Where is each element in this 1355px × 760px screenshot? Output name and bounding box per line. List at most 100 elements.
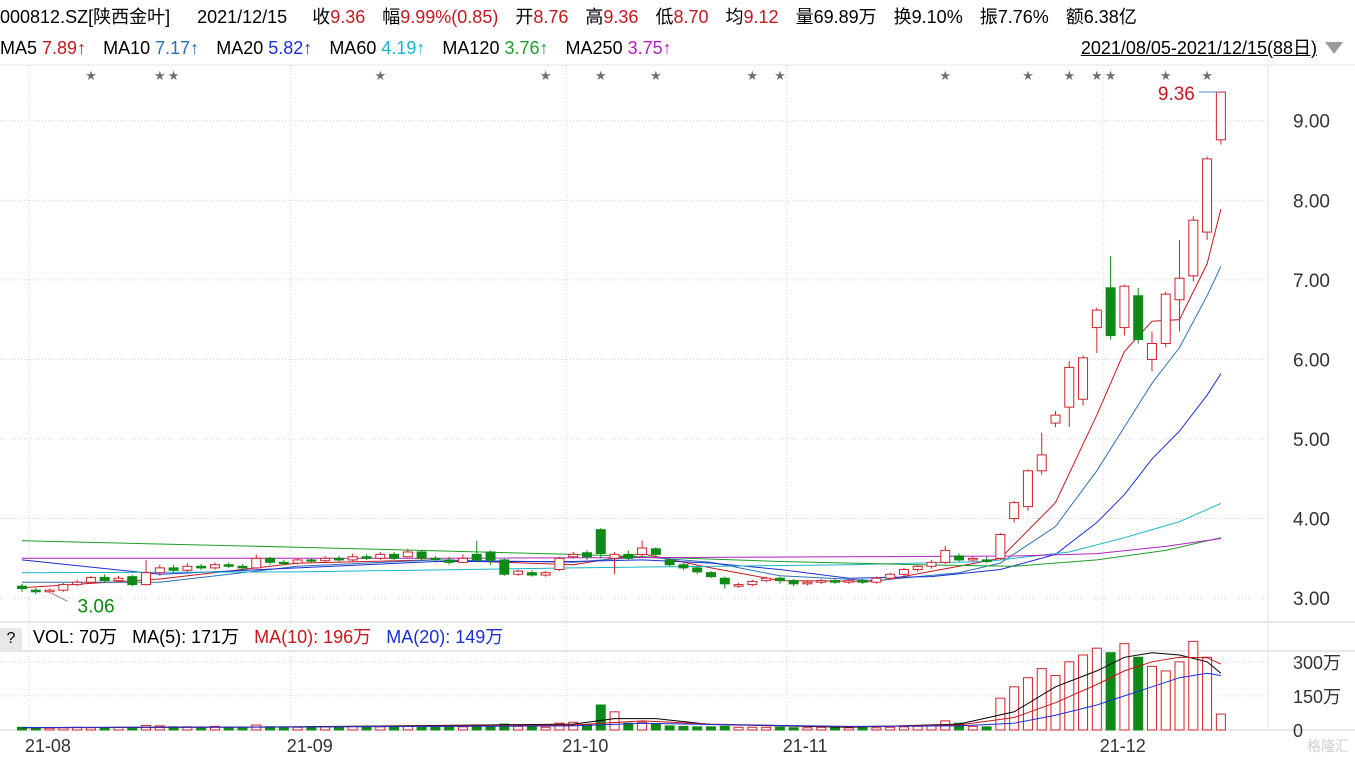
volume-bar-down (416, 726, 427, 731)
volume-bar-up (1064, 661, 1075, 731)
candle-up (1036, 454, 1047, 472)
candle-up (816, 580, 827, 583)
ma5-value: 7.89↑ (42, 38, 87, 58)
volume-bar-down (664, 725, 675, 731)
ma60-label: MA60 (329, 38, 377, 58)
low-price-label: 3.06 (78, 596, 115, 617)
amplitude-label: 振 (979, 7, 998, 27)
candle-up (1146, 343, 1157, 360)
ma-legend-ma20[interactable]: MA20 5.82↑ (216, 37, 312, 59)
volume-bar-up (292, 726, 303, 731)
candle-up (802, 581, 813, 585)
volume-bar-down (692, 726, 703, 731)
volume-bar-down (954, 722, 965, 731)
volume-tick-label: 300万 (1293, 653, 1341, 673)
star-marker-icon: ★ (774, 69, 786, 84)
x-tick-label: 21-10 (562, 736, 608, 756)
candle-down (719, 577, 730, 585)
star-marker-icon: ★ (650, 69, 662, 84)
volume-tick-label: 150万 (1293, 687, 1341, 707)
candle-up (513, 570, 524, 575)
volume-bar-down (719, 725, 730, 731)
volume-ma-line (21, 652, 1222, 729)
candle-down (499, 559, 510, 575)
ma-legend-ma250[interactable]: MA250 3.75↑ (566, 37, 672, 59)
price-tick-label: 9.00 (1293, 112, 1330, 133)
candle-down (706, 572, 716, 578)
price-tick-label: 4.00 (1293, 510, 1330, 531)
candle-down (678, 564, 689, 569)
candle-down (623, 553, 634, 559)
candle-down (485, 551, 496, 561)
volume-bar-down (99, 727, 110, 731)
volume-bar-down (278, 726, 289, 731)
amplitude-value: 7.76% (997, 7, 1049, 27)
high-price-label: 9.36 (1158, 84, 1195, 105)
ma120-value: 3.76↑ (504, 38, 549, 58)
volume-bar-up (637, 721, 648, 731)
volume-bar-up (540, 726, 551, 731)
volume-tick-label: 0 (1293, 721, 1303, 741)
price-tick-label: 7.00 (1293, 271, 1330, 292)
x-tick-label: 21-09 (287, 736, 333, 756)
candle-up (72, 581, 83, 586)
stock-code-name[interactable]: 000812.SZ[陕西金叶] (0, 7, 171, 27)
price-tick-label: 5.00 (1293, 430, 1330, 451)
volume-bar-up (1160, 670, 1171, 731)
price-tick-label: 6.00 (1293, 350, 1330, 371)
turnover-field: 换9.10% (894, 6, 963, 28)
ma-line-ma10 (22, 266, 1222, 583)
candle-up (871, 577, 882, 583)
candle-down (196, 565, 207, 569)
volume-bar-down (650, 723, 661, 731)
high-value: 9.36 (603, 7, 639, 27)
ma-legend-ma120[interactable]: MA120 3.76↑ (442, 37, 548, 59)
volume-bar-up (1146, 665, 1157, 731)
candle-down (389, 553, 400, 559)
low-field: 低8.70 (655, 6, 708, 28)
volume-bar-up (1009, 686, 1020, 731)
ma-legend-ma60[interactable]: MA60 4.19↑ (329, 37, 425, 59)
volume-bar-up (1119, 643, 1130, 731)
volume-bar-down (127, 727, 138, 731)
volume-ma-line (21, 672, 1221, 728)
candle-down (981, 559, 992, 563)
high-label: 高 (585, 7, 604, 27)
candle-down (416, 551, 427, 559)
volume-legend: ? VOL: 70万 MA(5): 171万 MA(10): 196万 MA(2… (0, 626, 503, 650)
volume-bar-down (361, 726, 372, 731)
ma250-label: MA250 (565, 38, 623, 58)
amount-field: 额6.38亿 (1066, 6, 1137, 28)
volume-bar-down (595, 704, 606, 731)
ma-legend: MA5 7.89↑ MA10 7.17↑ MA20 5.82↑ MA60 4.1… (0, 37, 684, 59)
candle-up (347, 556, 358, 561)
ma-legend-ma5[interactable]: MA5 7.89↑ (0, 37, 86, 59)
star-marker-icon: ★ (168, 69, 180, 84)
vol-label: VOL: 70万 (33, 627, 118, 647)
volume-ma-line (21, 656, 1222, 729)
volume-bar-up (967, 725, 978, 731)
star-marker-icon: ★ (1091, 69, 1103, 84)
amount-label: 额 (1065, 7, 1084, 27)
candle-up (609, 553, 620, 559)
star-marker-icon: ★ (1160, 69, 1172, 84)
volume-bar-up (802, 727, 813, 731)
help-icon[interactable]: ? (0, 628, 22, 650)
candle-down (430, 557, 441, 561)
volume-bar-down (444, 726, 455, 731)
volume-bar-down (857, 727, 868, 731)
date-range-selector[interactable]: 2021/08/05-2021/12/15(88日) (1080, 38, 1317, 58)
dropdown-triangle-icon[interactable] (1325, 42, 1343, 54)
volume-value: 69.89万 (813, 7, 877, 27)
volume-bar-up (761, 726, 772, 731)
volume-bar-down (981, 726, 992, 731)
candle-up (1202, 158, 1213, 233)
ma-legend-ma10[interactable]: MA10 7.17↑ (103, 37, 199, 59)
x-tick-label: 21-12 (1100, 736, 1146, 756)
candle-down (1105, 287, 1116, 337)
candle-up (375, 553, 386, 559)
candle-up (1174, 277, 1185, 301)
candle-up (113, 577, 124, 582)
ma-line-ma60 (21, 502, 1222, 574)
